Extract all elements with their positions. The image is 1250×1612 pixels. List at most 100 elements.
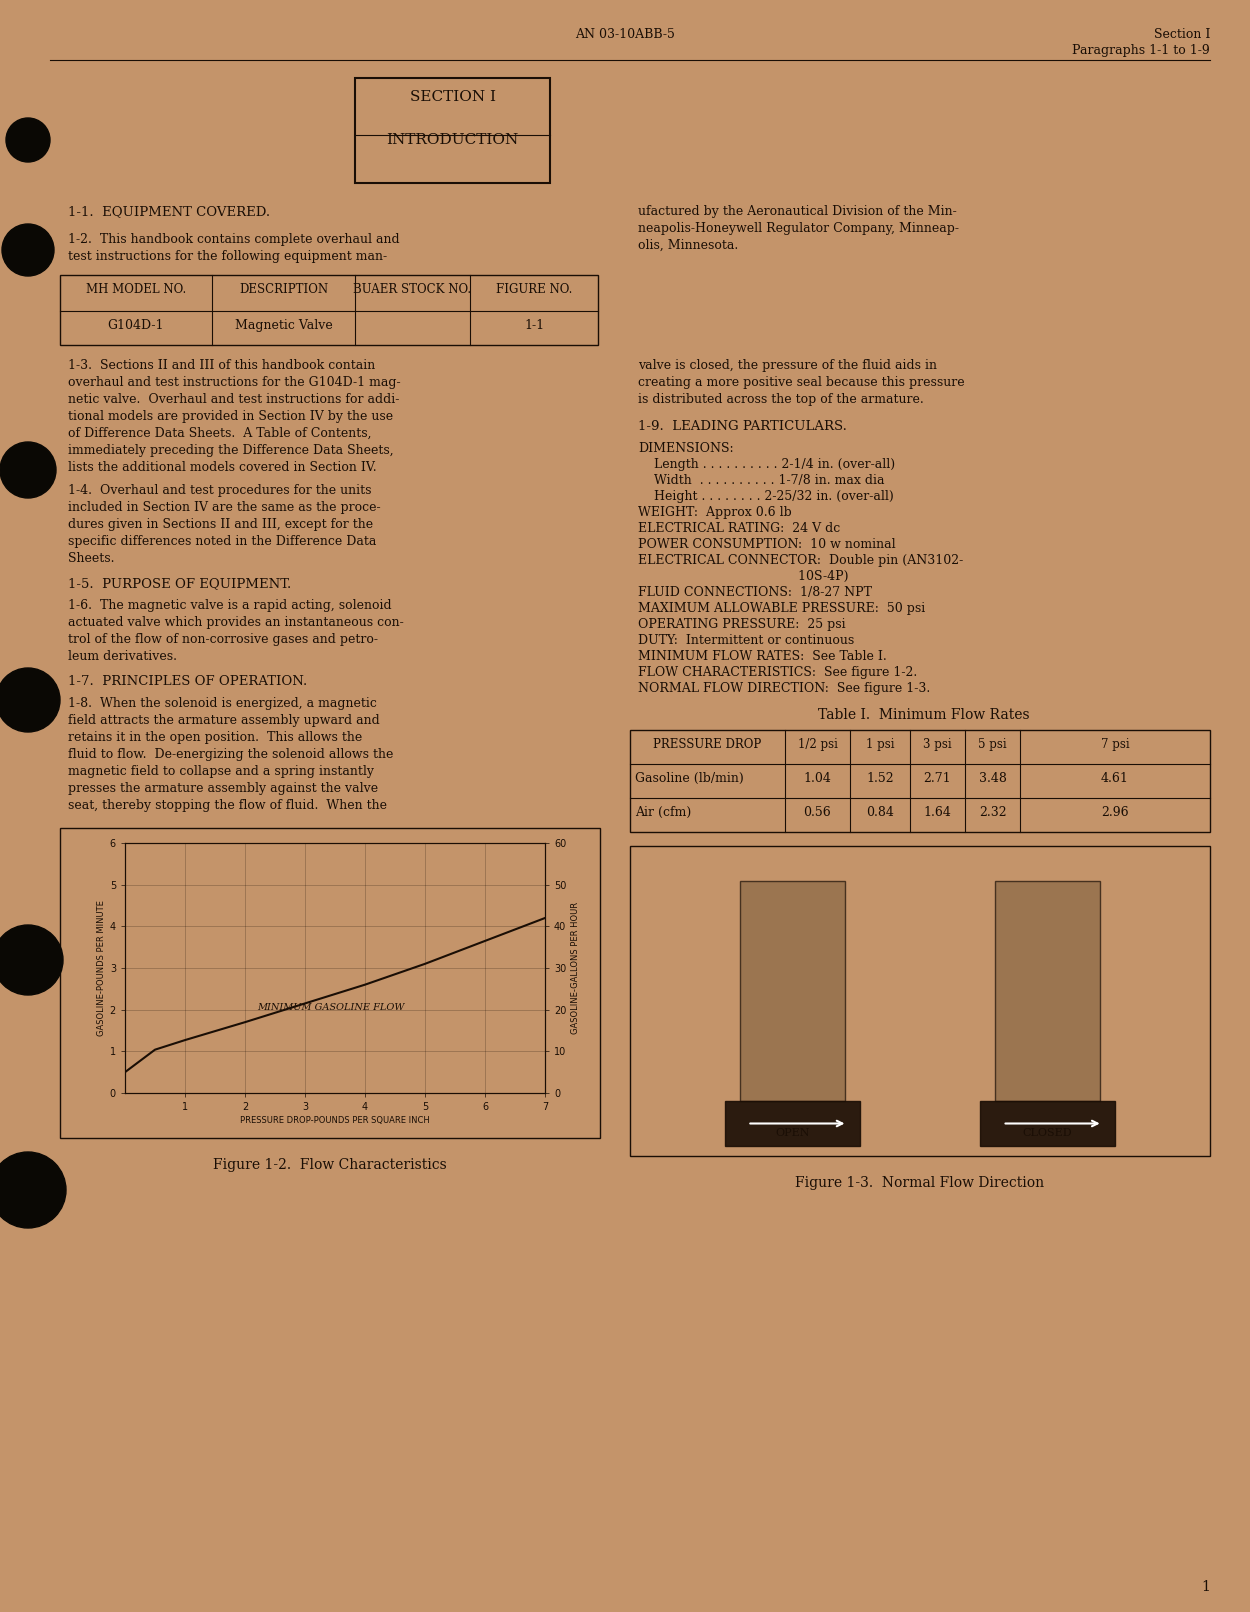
Text: 1-2.  This handbook contains complete overhaul and: 1-2. This handbook contains complete ove…: [68, 234, 400, 247]
Text: INTRODUCTION: INTRODUCTION: [386, 134, 519, 147]
Bar: [630, 730, 1210, 832]
Text: 1-8.  When the solenoid is energized, a magnetic: 1-8. When the solenoid is energized, a m…: [68, 696, 378, 709]
Text: 1-9.  LEADING PARTICULARS.: 1-9. LEADING PARTICULARS.: [638, 421, 848, 434]
Text: retains it in the open position.  This allows the: retains it in the open position. This al…: [68, 730, 362, 745]
Y-axis label: GASOLINE-POUNDS PER MINUTE: GASOLINE-POUNDS PER MINUTE: [96, 899, 105, 1037]
Text: fluid to flow.  De-energizing the solenoid allows the: fluid to flow. De-energizing the solenoi…: [68, 748, 394, 761]
Text: Air (cfm): Air (cfm): [635, 806, 691, 819]
Bar: [60, 276, 598, 345]
Text: MINIMUM FLOW RATES:  See Table I.: MINIMUM FLOW RATES: See Table I.: [638, 650, 886, 663]
Circle shape: [6, 118, 50, 161]
Text: neapolis-Honeywell Regulator Company, Minneap-: neapolis-Honeywell Regulator Company, Mi…: [638, 222, 959, 235]
Text: MH MODEL NO.: MH MODEL NO.: [86, 284, 186, 297]
Text: DUTY:  Intermittent or continuous: DUTY: Intermittent or continuous: [638, 634, 854, 646]
Text: Paragraphs 1-1 to 1-9: Paragraphs 1-1 to 1-9: [1072, 44, 1210, 56]
Text: Length . . . . . . . . . . 2-1/4 in. (over-all): Length . . . . . . . . . . 2-1/4 in. (ov…: [638, 458, 895, 471]
Text: 1: 1: [1201, 1580, 1210, 1594]
Text: Gasoline (lb/min): Gasoline (lb/min): [635, 772, 744, 785]
Text: leum derivatives.: leum derivatives.: [68, 650, 178, 663]
Text: 1-6.  The magnetic valve is a rapid acting, solenoid: 1-6. The magnetic valve is a rapid actin…: [68, 600, 391, 613]
Text: 1/2 psi: 1/2 psi: [798, 738, 838, 751]
Text: 1.04: 1.04: [804, 772, 831, 785]
Text: Figure 1-3.  Normal Flow Direction: Figure 1-3. Normal Flow Direction: [795, 1177, 1045, 1190]
Text: 1-7.  PRINCIPLES OF OPERATION.: 1-7. PRINCIPLES OF OPERATION.: [68, 675, 308, 688]
Text: FLOW CHARACTERISTICS:  See figure 1-2.: FLOW CHARACTERISTICS: See figure 1-2.: [638, 666, 918, 679]
Text: valve is closed, the pressure of the fluid aids in: valve is closed, the pressure of the flu…: [638, 359, 938, 372]
Text: specific differences noted in the Difference Data: specific differences noted in the Differ…: [68, 535, 376, 548]
Text: BUAER STOCK NO.: BUAER STOCK NO.: [354, 284, 471, 297]
Bar: [355, 77, 550, 184]
Text: Height . . . . . . . . 2-25/32 in. (over-all): Height . . . . . . . . 2-25/32 in. (over…: [638, 490, 894, 503]
Text: 1.52: 1.52: [866, 772, 894, 785]
Text: 2.32: 2.32: [979, 806, 1006, 819]
Text: NORMAL FLOW DIRECTION:  See figure 1-3.: NORMAL FLOW DIRECTION: See figure 1-3.: [638, 682, 930, 695]
Text: immediately preceding the Difference Data Sheets,: immediately preceding the Difference Dat…: [68, 443, 394, 456]
Bar: [995, 882, 1100, 1101]
Text: WEIGHT:  Approx 0.6 lb: WEIGHT: Approx 0.6 lb: [638, 506, 791, 519]
Text: 3 psi: 3 psi: [924, 738, 951, 751]
Text: netic valve.  Overhaul and test instructions for addi-: netic valve. Overhaul and test instructi…: [68, 393, 400, 406]
X-axis label: PRESSURE DROP-POUNDS PER SQUARE INCH: PRESSURE DROP-POUNDS PER SQUARE INCH: [240, 1116, 430, 1125]
Text: Sheets.: Sheets.: [68, 551, 115, 564]
Text: ELECTRICAL RATING:  24 V dc: ELECTRICAL RATING: 24 V dc: [638, 522, 840, 535]
Text: 1-3.  Sections II and III of this handbook contain: 1-3. Sections II and III of this handboo…: [68, 359, 375, 372]
Text: test instructions for the following equipment man-: test instructions for the following equi…: [68, 250, 388, 263]
Text: OPEN: OPEN: [775, 1128, 810, 1138]
Text: actuated valve which provides an instantaneous con-: actuated valve which provides an instant…: [68, 616, 404, 629]
Text: 5 psi: 5 psi: [979, 738, 1006, 751]
Text: overhaul and test instructions for the G104D-1 mag-: overhaul and test instructions for the G…: [68, 376, 400, 388]
Text: 1-4.  Overhaul and test procedures for the units: 1-4. Overhaul and test procedures for th…: [68, 484, 371, 496]
Text: seat, thereby stopping the flow of fluid.  When the: seat, thereby stopping the flow of fluid…: [68, 800, 388, 812]
Text: Figure 1-2.  Flow Characteristics: Figure 1-2. Flow Characteristics: [213, 1157, 448, 1172]
Text: included in Section IV are the same as the proce-: included in Section IV are the same as t…: [68, 501, 380, 514]
Text: 1 psi: 1 psi: [866, 738, 894, 751]
Text: 1.64: 1.64: [924, 806, 951, 819]
Bar: [60, 829, 600, 1138]
Text: olis, Minnesota.: olis, Minnesota.: [638, 239, 739, 251]
Text: DIMENSIONS:: DIMENSIONS:: [638, 442, 734, 455]
Text: 10S-4P): 10S-4P): [638, 571, 849, 584]
Text: 2.96: 2.96: [1101, 806, 1129, 819]
Text: ELECTRICAL CONNECTOR:  Double pin (AN3102-: ELECTRICAL CONNECTOR: Double pin (AN3102…: [638, 555, 964, 567]
Text: CLOSED: CLOSED: [1022, 1128, 1072, 1138]
Text: SECTION I: SECTION I: [410, 90, 495, 105]
Bar: [980, 1101, 1115, 1146]
Bar: [725, 1101, 860, 1146]
Text: lists the additional models covered in Section IV.: lists the additional models covered in S…: [68, 461, 376, 474]
Bar: [630, 846, 1210, 1156]
Circle shape: [0, 442, 56, 498]
Text: FLUID CONNECTIONS:  1/8-27 NPT: FLUID CONNECTIONS: 1/8-27 NPT: [638, 587, 872, 600]
Y-axis label: GASOLINE-GALLONS PER HOUR: GASOLINE-GALLONS PER HOUR: [570, 903, 580, 1033]
Text: of Difference Data Sheets.  A Table of Contents,: of Difference Data Sheets. A Table of Co…: [68, 427, 371, 440]
Text: Table I.  Minimum Flow Rates: Table I. Minimum Flow Rates: [819, 708, 1030, 722]
Text: 0.56: 0.56: [804, 806, 831, 819]
Text: PRESSURE DROP: PRESSURE DROP: [654, 738, 761, 751]
Text: 4.61: 4.61: [1101, 772, 1129, 785]
Text: OPERATING PRESSURE:  25 psi: OPERATING PRESSURE: 25 psi: [638, 617, 845, 630]
Text: 3.48: 3.48: [979, 772, 1006, 785]
Circle shape: [0, 1153, 66, 1228]
Text: dures given in Sections II and III, except for the: dures given in Sections II and III, exce…: [68, 517, 372, 530]
Text: POWER CONSUMPTION:  10 w nominal: POWER CONSUMPTION: 10 w nominal: [638, 538, 895, 551]
Text: 1-1.  EQUIPMENT COVERED.: 1-1. EQUIPMENT COVERED.: [68, 205, 270, 218]
Circle shape: [0, 667, 60, 732]
Text: 1-5.  PURPOSE OF EQUIPMENT.: 1-5. PURPOSE OF EQUIPMENT.: [68, 577, 291, 590]
Bar: [740, 882, 845, 1101]
Text: is distributed across the top of the armature.: is distributed across the top of the arm…: [638, 393, 924, 406]
Text: MAXIMUM ALLOWABLE PRESSURE:  50 psi: MAXIMUM ALLOWABLE PRESSURE: 50 psi: [638, 601, 925, 616]
Text: magnetic field to collapse and a spring instantly: magnetic field to collapse and a spring …: [68, 766, 374, 779]
Text: Section I: Section I: [1154, 27, 1210, 40]
Text: 7 psi: 7 psi: [1101, 738, 1129, 751]
Text: field attracts the armature assembly upward and: field attracts the armature assembly upw…: [68, 714, 380, 727]
Text: trol of the flow of non-corrosive gases and petro-: trol of the flow of non-corrosive gases …: [68, 634, 378, 646]
Text: tional models are provided in Section IV by the use: tional models are provided in Section IV…: [68, 409, 392, 422]
Text: 2.71: 2.71: [924, 772, 951, 785]
Text: DESCRIPTION: DESCRIPTION: [239, 284, 328, 297]
Text: MINIMUM GASOLINE FLOW: MINIMUM GASOLINE FLOW: [258, 1003, 405, 1012]
Text: creating a more positive seal because this pressure: creating a more positive seal because th…: [638, 376, 965, 388]
Text: G104D-1: G104D-1: [107, 319, 164, 332]
Text: Width  . . . . . . . . . . 1-7/8 in. max dia: Width . . . . . . . . . . 1-7/8 in. max …: [638, 474, 885, 487]
Text: Magnetic Valve: Magnetic Valve: [235, 319, 332, 332]
Text: AN 03-10ABB-5: AN 03-10ABB-5: [575, 27, 675, 40]
Text: 0.84: 0.84: [866, 806, 894, 819]
